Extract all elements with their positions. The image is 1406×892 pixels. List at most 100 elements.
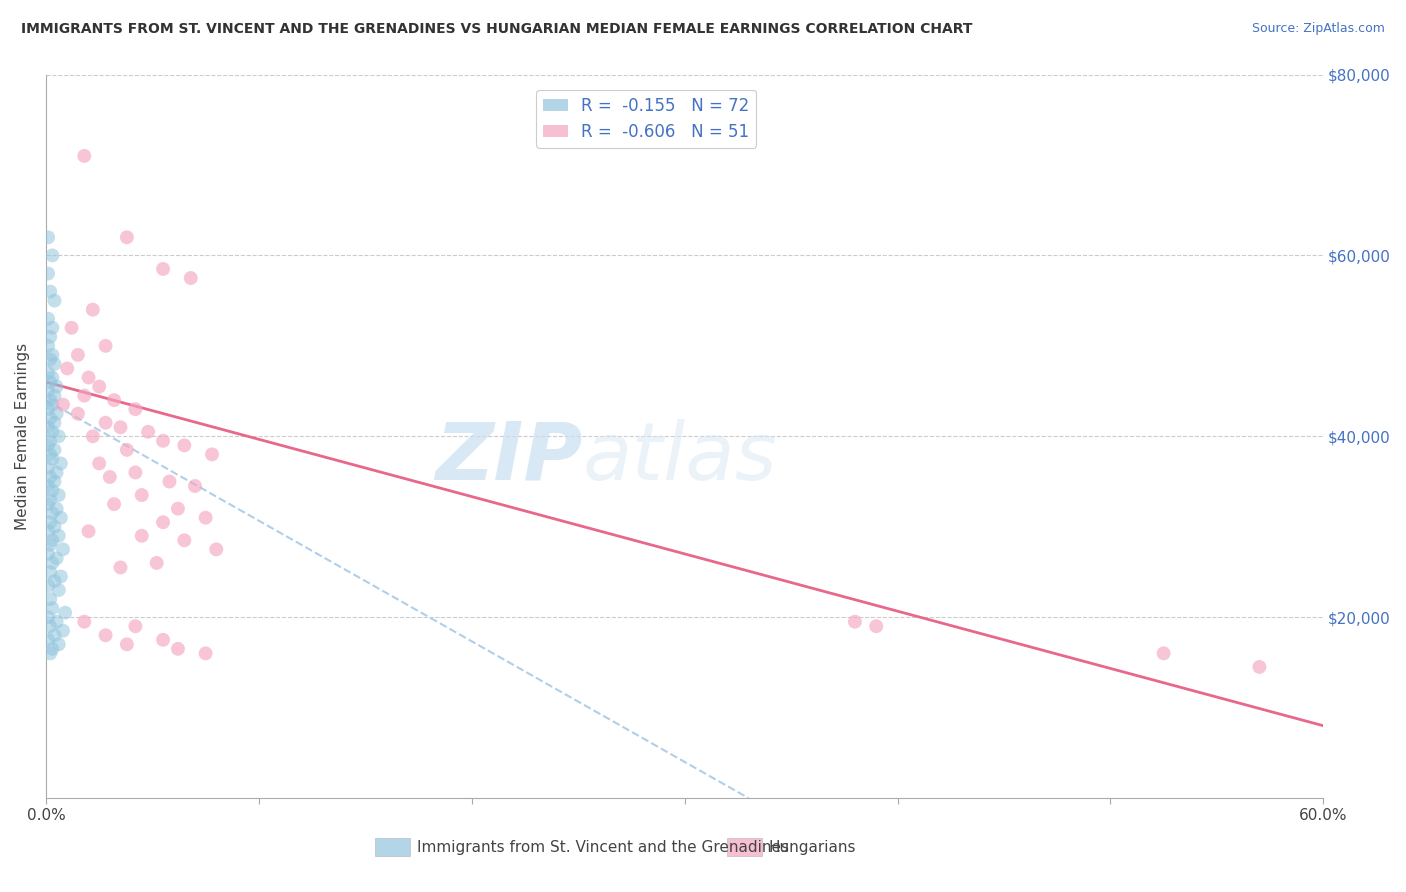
- Point: [82, 429, 104, 443]
- Point: [103, 497, 125, 511]
- Point: [39, 352, 62, 367]
- Point: [159, 475, 181, 489]
- Point: [94, 339, 117, 353]
- Point: [115, 442, 138, 457]
- Point: [45, 615, 67, 629]
- Point: [48, 529, 70, 543]
- Point: [1153, 646, 1175, 660]
- Text: Immigrants from St. Vincent and the Grenadines: Immigrants from St. Vincent and the Gren…: [418, 839, 790, 855]
- Point: [48, 637, 70, 651]
- Point: [41, 641, 63, 656]
- Point: [39, 492, 62, 507]
- Point: [41, 601, 63, 615]
- Point: [66, 407, 89, 421]
- Point: [41, 248, 63, 262]
- Point: [124, 402, 146, 417]
- Point: [89, 379, 111, 393]
- Point: [41, 320, 63, 334]
- Point: [37, 366, 59, 380]
- Point: [131, 488, 153, 502]
- Text: Source: ZipAtlas.com: Source: ZipAtlas.com: [1251, 22, 1385, 36]
- Point: [205, 542, 228, 557]
- Point: [89, 457, 111, 471]
- Point: [37, 402, 59, 417]
- Point: [41, 370, 63, 384]
- Point: [41, 348, 63, 362]
- Point: [37, 547, 59, 561]
- Point: [39, 538, 62, 552]
- Point: [82, 302, 104, 317]
- Point: [44, 628, 66, 642]
- Point: [56, 361, 79, 376]
- Point: [49, 457, 72, 471]
- Point: [37, 384, 59, 398]
- Point: [41, 451, 63, 466]
- Point: [37, 632, 59, 647]
- Point: [167, 641, 190, 656]
- Text: IMMIGRANTS FROM ST. VINCENT AND THE GRENADINES VS HUNGARIAN MEDIAN FEMALE EARNIN: IMMIGRANTS FROM ST. VINCENT AND THE GREN…: [21, 22, 973, 37]
- Point: [115, 637, 138, 651]
- Point: [39, 470, 62, 484]
- Point: [45, 501, 67, 516]
- Point: [37, 461, 59, 475]
- Point: [37, 524, 59, 539]
- Point: [41, 483, 63, 498]
- Point: [44, 520, 66, 534]
- Point: [44, 388, 66, 402]
- Point: [39, 393, 62, 408]
- Point: [37, 438, 59, 452]
- Point: [110, 420, 132, 434]
- Point: [136, 425, 159, 439]
- Point: [184, 479, 207, 493]
- Point: [49, 510, 72, 524]
- Point: [48, 488, 70, 502]
- Point: [45, 379, 67, 393]
- Point: [124, 466, 146, 480]
- Point: [194, 510, 217, 524]
- Point: [44, 357, 66, 371]
- Point: [37, 339, 59, 353]
- Y-axis label: Median Female Earnings: Median Female Earnings: [15, 343, 30, 530]
- Point: [865, 619, 887, 633]
- Point: [37, 479, 59, 493]
- Point: [45, 407, 67, 421]
- Point: [52, 398, 75, 412]
- Point: [37, 267, 59, 281]
- Point: [39, 330, 62, 344]
- Point: [41, 533, 63, 548]
- Point: [180, 271, 202, 285]
- Point: [39, 434, 62, 448]
- Point: [37, 497, 59, 511]
- Point: [39, 411, 62, 425]
- Point: [173, 533, 195, 548]
- Point: [39, 375, 62, 389]
- Point: [44, 293, 66, 308]
- Point: [44, 416, 66, 430]
- Point: [44, 475, 66, 489]
- Text: Hungarians: Hungarians: [769, 839, 856, 855]
- Point: [44, 442, 66, 457]
- Point: [201, 447, 224, 461]
- Point: [173, 438, 195, 452]
- Point: [152, 434, 174, 448]
- Point: [131, 529, 153, 543]
- Point: [66, 348, 89, 362]
- Point: [194, 646, 217, 660]
- Point: [39, 515, 62, 529]
- Point: [37, 610, 59, 624]
- Point: [167, 501, 190, 516]
- Point: [48, 582, 70, 597]
- Point: [1249, 660, 1271, 674]
- Point: [41, 506, 63, 520]
- Point: [77, 524, 100, 539]
- Point: [39, 285, 62, 299]
- Point: [37, 420, 59, 434]
- Point: [44, 574, 66, 588]
- Point: [77, 370, 100, 384]
- Point: [94, 628, 117, 642]
- Point: [73, 388, 96, 402]
- Point: [41, 398, 63, 412]
- Point: [37, 311, 59, 326]
- Point: [39, 592, 62, 607]
- Point: [39, 447, 62, 461]
